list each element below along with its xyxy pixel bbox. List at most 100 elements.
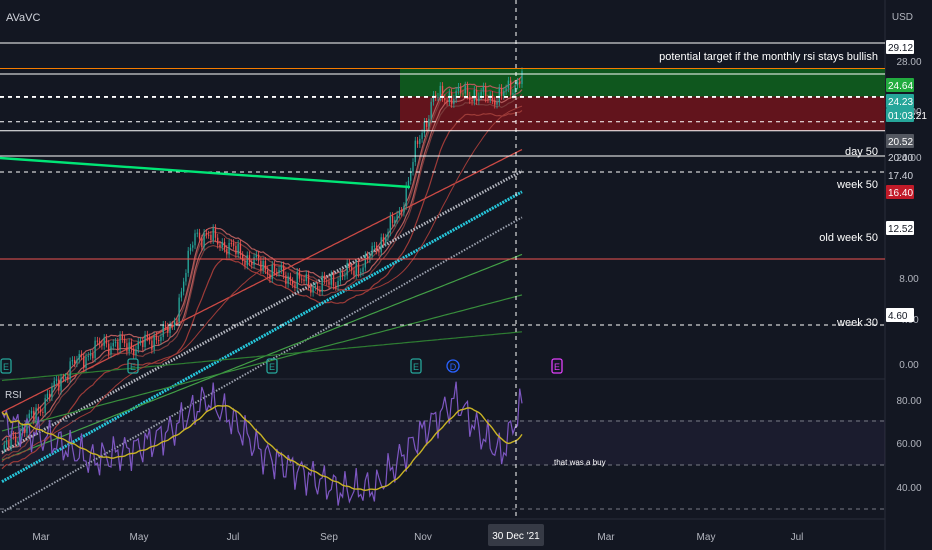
candle-body	[35, 407, 37, 421]
candle-body	[519, 81, 521, 85]
ma-line	[1, 169, 523, 454]
annotation-text: week 50	[836, 179, 878, 191]
candle-body	[246, 255, 248, 266]
candle-body	[60, 377, 62, 391]
symbol-title[interactable]: AVaVC	[6, 12, 40, 24]
candle-body	[182, 281, 185, 292]
candle-body	[346, 262, 348, 276]
candle-body	[198, 232, 201, 239]
candle-body	[98, 341, 101, 344]
candle-body	[85, 356, 87, 369]
price-label: 17.40	[888, 171, 913, 182]
rsi-title[interactable]: RSI	[5, 390, 22, 401]
time-tick: Jul	[227, 532, 240, 543]
price-label-text: 20.52	[888, 137, 913, 148]
candle-body	[491, 94, 494, 101]
candle-body	[412, 162, 414, 172]
earnings-icon	[266, 358, 278, 374]
price-label-text: 4.60	[888, 311, 908, 322]
price-labels: 29.12 24.64 24.23 01:03:21 20.52 20.40 17.40 16…	[886, 40, 927, 322]
dividend-icon	[446, 359, 460, 373]
candle-body	[164, 324, 167, 327]
candle-body	[5, 441, 8, 445]
candle-body	[83, 356, 85, 369]
candle-body	[108, 343, 110, 355]
candle-body	[428, 118, 430, 127]
candle-body	[212, 227, 214, 241]
candle-body	[373, 245, 376, 247]
candle-body	[394, 220, 396, 223]
candle-body	[355, 263, 357, 276]
candle-body	[514, 85, 516, 94]
ma-line	[1, 331, 523, 382]
candle-body	[398, 210, 401, 215]
candle-body	[10, 434, 12, 448]
price-label-bg	[886, 308, 914, 322]
candle-body	[321, 275, 323, 292]
candle-body	[385, 237, 387, 243]
candle-body	[244, 260, 246, 266]
candle-body	[94, 340, 96, 359]
candle-body	[37, 407, 40, 410]
candle-body	[516, 81, 519, 86]
candle-body	[391, 215, 394, 223]
candle-body	[114, 341, 117, 343]
ma-line	[1, 253, 523, 461]
candle-body	[400, 210, 403, 213]
price-pane[interactable]	[0, 0, 885, 376]
candle-body	[475, 89, 478, 101]
candle-body	[298, 271, 301, 279]
candle-body	[357, 263, 360, 274]
candle-body	[21, 427, 24, 432]
trend-line	[0, 156, 411, 189]
candle-body	[205, 232, 208, 235]
candle-body	[12, 434, 15, 436]
candle-body	[307, 274, 310, 287]
candle-body	[410, 171, 412, 181]
candle-body	[273, 264, 276, 272]
price-label-text: 16.40	[888, 188, 913, 199]
candle-body	[271, 264, 273, 280]
time-tick: Mar	[32, 532, 50, 543]
rsi-ma-line	[1, 404, 523, 492]
candle-body	[310, 286, 312, 293]
candle-body	[135, 349, 137, 355]
candle-body	[364, 255, 366, 268]
candle-body	[123, 338, 126, 344]
candle-body	[53, 380, 55, 387]
candle-body	[421, 133, 423, 139]
candle-body	[80, 353, 83, 357]
candle-body	[223, 241, 226, 249]
candle-body	[457, 86, 460, 91]
cursor-date-box	[488, 524, 544, 546]
candle-body	[119, 334, 121, 350]
candle-body	[101, 343, 103, 346]
candle-body	[260, 260, 262, 270]
candle-body	[242, 254, 244, 261]
candle-body	[139, 340, 142, 342]
candle-body	[239, 243, 242, 255]
candle-body	[509, 80, 512, 95]
candle-body	[44, 398, 46, 413]
candle-body	[425, 121, 428, 127]
price-label-bg	[886, 40, 914, 54]
rsi-pane[interactable]	[0, 382, 885, 519]
candles	[3, 67, 523, 454]
annotation-text: old week 50	[819, 232, 878, 244]
candle-body	[17, 441, 19, 443]
time-tick: Sep	[320, 532, 338, 543]
price-label-bg	[886, 108, 914, 122]
candle-body	[126, 343, 128, 352]
candle-body	[521, 71, 523, 85]
candle-body	[103, 337, 105, 346]
candle-body	[446, 100, 448, 102]
candle-body	[484, 86, 487, 99]
candle-body	[291, 281, 294, 285]
candle-body	[71, 359, 74, 362]
candle-body	[144, 334, 146, 348]
candle-body	[305, 274, 307, 282]
candle-body	[344, 275, 346, 277]
candle-body	[262, 260, 264, 270]
price-label-bg	[886, 94, 914, 108]
